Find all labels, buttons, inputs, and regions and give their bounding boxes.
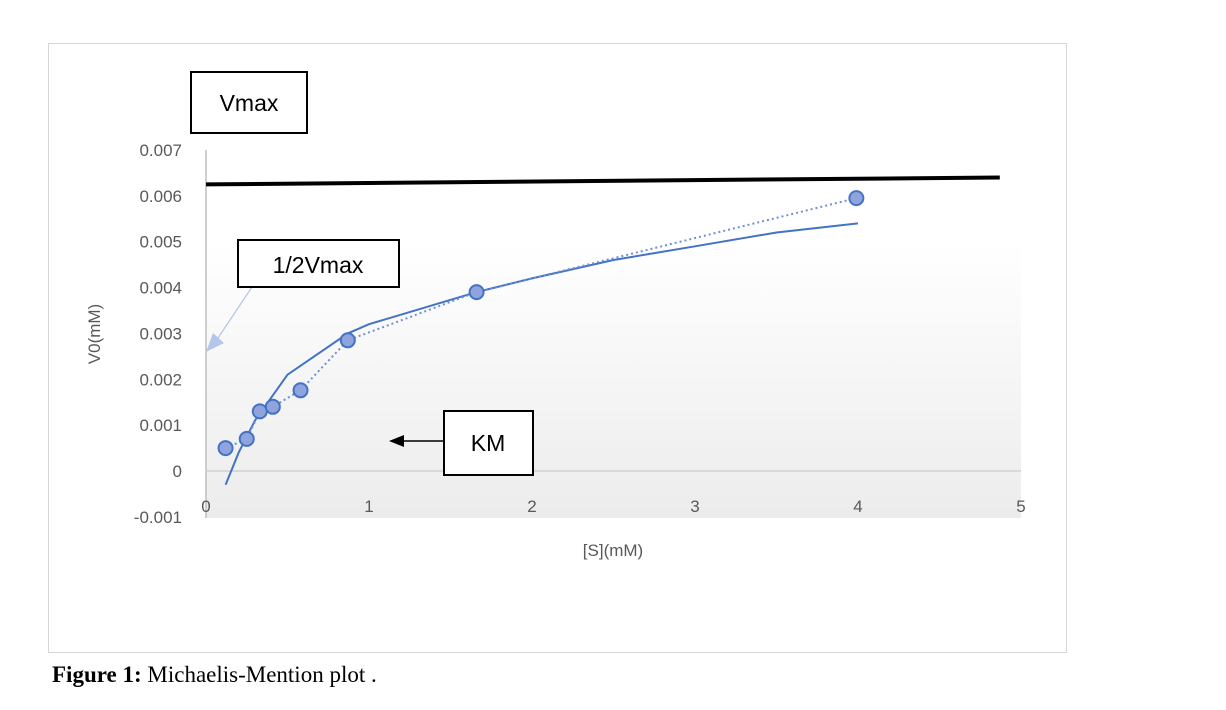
x-tick-label: 0 (201, 497, 210, 516)
data-point-marker (217, 440, 234, 457)
vmax-label-box (190, 71, 308, 134)
y-tick-label: 0.001 (139, 416, 182, 435)
x-axis-title: [S](mM) (583, 541, 643, 560)
figure-caption: Figure 1: Michaelis-Mention plot . (52, 662, 377, 688)
y-axis-title: V0(mM) (85, 304, 104, 364)
y-tick-label: 0 (173, 462, 182, 481)
y-tick-label: 0.005 (139, 233, 182, 252)
vmax-line (205, 175, 1000, 187)
vmax-label: Vmax (220, 90, 279, 116)
data-point-marker (251, 403, 268, 420)
km-label: KM (471, 430, 506, 456)
x-tick-label: 1 (364, 497, 373, 516)
half-vmax-label-box (237, 239, 400, 288)
data-point-marker (264, 398, 281, 415)
x-tick-labels: 0 1 2 3 4 5 (201, 497, 1025, 516)
x-tick-label: 5 (1016, 497, 1025, 516)
y-tick-label: 0.006 (139, 187, 182, 206)
caption-text: Michaelis-Mention plot . (141, 662, 377, 687)
km-label-box (443, 410, 534, 476)
x-tick-label: 4 (853, 497, 862, 516)
data-point-marker (292, 382, 309, 399)
caption-prefix: Figure 1: (52, 662, 142, 687)
logarithmic-trendline (224, 222, 859, 486)
data-point-marker (238, 430, 255, 447)
y-tick-label: 0.002 (139, 370, 182, 389)
km-arrowhead-icon (389, 435, 404, 447)
data-markers (217, 190, 865, 457)
data-point-marker (848, 190, 865, 207)
x-tick-label: 2 (527, 497, 536, 516)
data-point-marker (468, 284, 485, 301)
plot-area (206, 150, 1021, 518)
data-point-marker (339, 332, 356, 349)
y-tick-label: 0.007 (139, 141, 182, 160)
y-tick-label: -0.001 (134, 508, 182, 527)
x-tick-label: 3 (690, 497, 699, 516)
half-vmax-label: 1/2Vmax (273, 252, 364, 278)
y-tick-label: 0.004 (139, 279, 182, 298)
y-tick-label: 0.003 (139, 324, 182, 343)
half-vmax-arrow-line (217, 286, 253, 339)
y-tick-labels: -0.001 0 0.001 0.002 0.003 0.004 0.005 0.006 0.0… (134, 141, 182, 527)
half-vmax-arrowhead-icon (206, 333, 224, 352)
